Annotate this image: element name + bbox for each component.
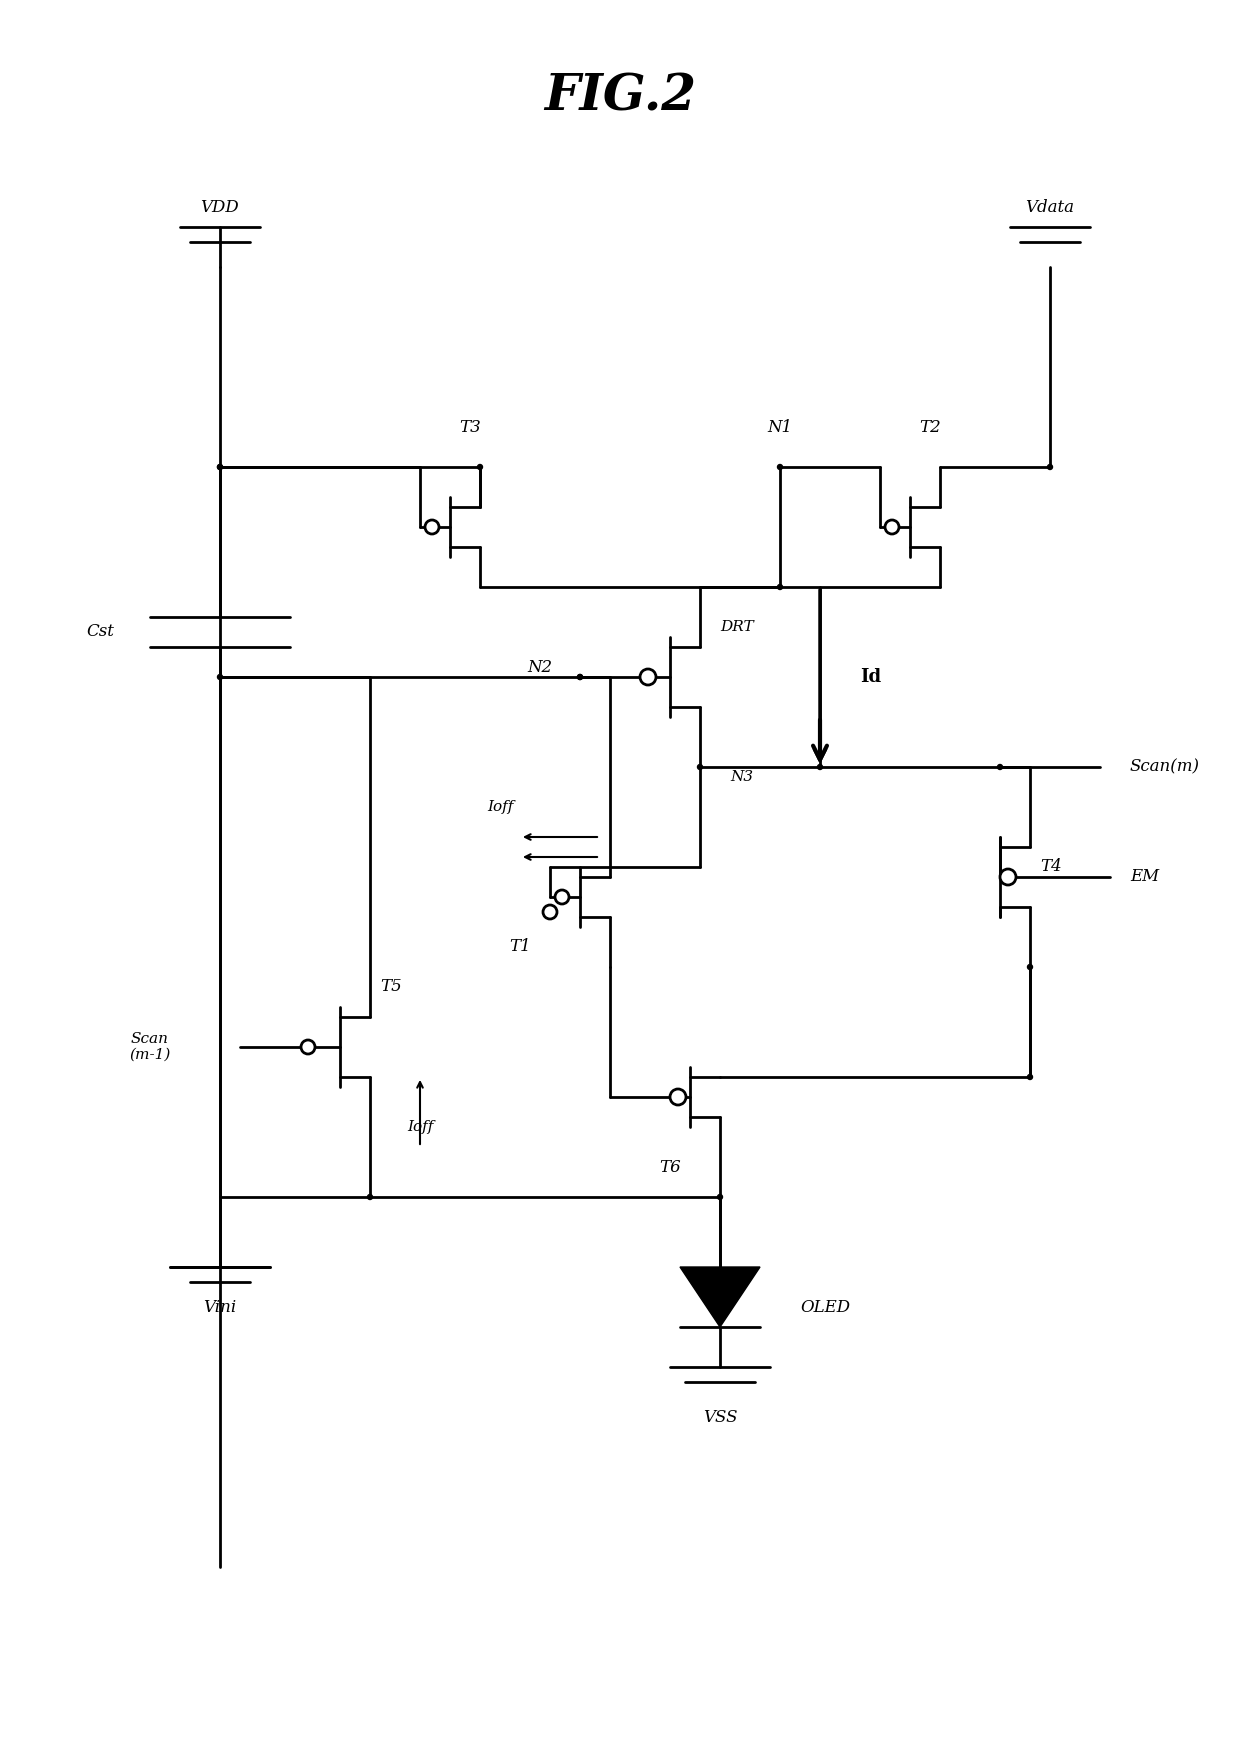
Text: T5: T5 (379, 978, 402, 996)
Circle shape (1028, 964, 1033, 970)
Text: EM: EM (1130, 868, 1159, 886)
Circle shape (885, 521, 899, 535)
Circle shape (217, 674, 222, 680)
Text: N3: N3 (730, 770, 753, 784)
Text: OLED: OLED (800, 1298, 851, 1315)
Circle shape (997, 765, 1002, 769)
Text: Cst: Cst (86, 624, 114, 641)
Circle shape (301, 1039, 315, 1053)
Circle shape (556, 889, 569, 903)
Circle shape (777, 585, 782, 589)
Circle shape (718, 1195, 723, 1200)
Circle shape (367, 1195, 372, 1200)
Text: N2: N2 (527, 659, 553, 676)
Circle shape (543, 905, 557, 919)
Text: T3: T3 (459, 419, 481, 435)
Text: N1: N1 (768, 419, 792, 435)
Circle shape (1048, 465, 1053, 470)
Text: Id: Id (861, 667, 882, 687)
Circle shape (1028, 1074, 1033, 1080)
Circle shape (425, 521, 439, 535)
Text: FIG.2: FIG.2 (544, 72, 696, 122)
Circle shape (217, 465, 222, 470)
Text: Vini: Vini (203, 1298, 237, 1315)
Circle shape (817, 765, 822, 769)
Circle shape (578, 674, 583, 680)
Text: VSS: VSS (703, 1408, 738, 1426)
Circle shape (999, 868, 1016, 886)
Text: Ioff: Ioff (487, 800, 513, 814)
Circle shape (697, 765, 703, 769)
Text: T4: T4 (1040, 858, 1061, 875)
Text: VDD: VDD (201, 199, 239, 215)
Circle shape (640, 669, 656, 685)
Text: Scan(m): Scan(m) (1130, 758, 1200, 776)
Circle shape (578, 674, 583, 680)
Circle shape (777, 465, 782, 470)
Text: DRT: DRT (720, 620, 754, 634)
Circle shape (477, 465, 482, 470)
Text: Vdata: Vdata (1025, 199, 1075, 215)
Circle shape (670, 1088, 686, 1106)
Polygon shape (680, 1267, 760, 1328)
Text: T1: T1 (510, 938, 531, 956)
Text: Ioff: Ioff (407, 1120, 433, 1134)
Text: T6: T6 (660, 1158, 681, 1176)
Text: T2: T2 (919, 419, 941, 435)
Text: Scan
(m-1): Scan (m-1) (129, 1032, 171, 1062)
Circle shape (217, 465, 222, 470)
